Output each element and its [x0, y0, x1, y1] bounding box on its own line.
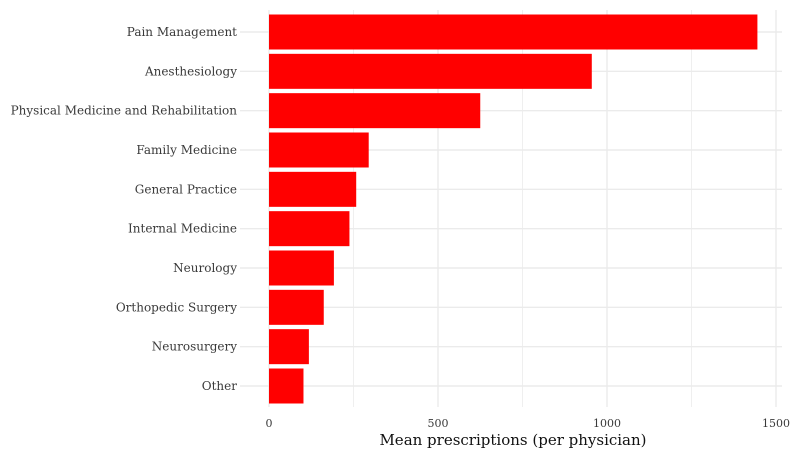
- y-axis-category-label: Internal Medicine: [128, 222, 237, 236]
- bar: [269, 368, 304, 404]
- y-axis-category-label: Pain Management: [127, 25, 237, 39]
- y-axis-category-label: Anesthesiology: [144, 64, 237, 78]
- bar: [269, 289, 324, 325]
- bar: [269, 53, 592, 89]
- x-axis-tick-label: 1000: [593, 417, 621, 430]
- y-axis-category-label: Family Medicine: [136, 143, 237, 157]
- y-axis-category-label: Neurology: [173, 261, 237, 275]
- y-axis-category-label: Orthopedic Surgery: [116, 300, 237, 314]
- bar: [269, 14, 758, 50]
- bar: [269, 250, 334, 286]
- bar: [269, 93, 481, 129]
- bar: [269, 132, 369, 168]
- bars: [269, 14, 758, 404]
- y-axis-category-label: Physical Medicine and Rehabilitation: [11, 104, 238, 118]
- y-axis-category-label: General Practice: [135, 182, 237, 196]
- x-axis-tick-label: 0: [266, 417, 273, 430]
- x-axis-tick-labels: 0 500 1000 1500: [266, 417, 790, 430]
- bar: [269, 171, 357, 207]
- bar: [269, 211, 350, 247]
- y-axis-category-label: Other: [202, 379, 237, 393]
- y-axis-category-label: Neurosurgery: [152, 340, 237, 354]
- bar: [269, 329, 309, 365]
- x-axis-title: Mean prescriptions (per physician): [379, 431, 646, 449]
- x-axis-tick-label: 500: [428, 417, 449, 430]
- x-axis-tick-label: 1500: [762, 417, 790, 430]
- y-axis-category-labels: Pain Management Anesthesiology Physical Me…: [11, 25, 238, 393]
